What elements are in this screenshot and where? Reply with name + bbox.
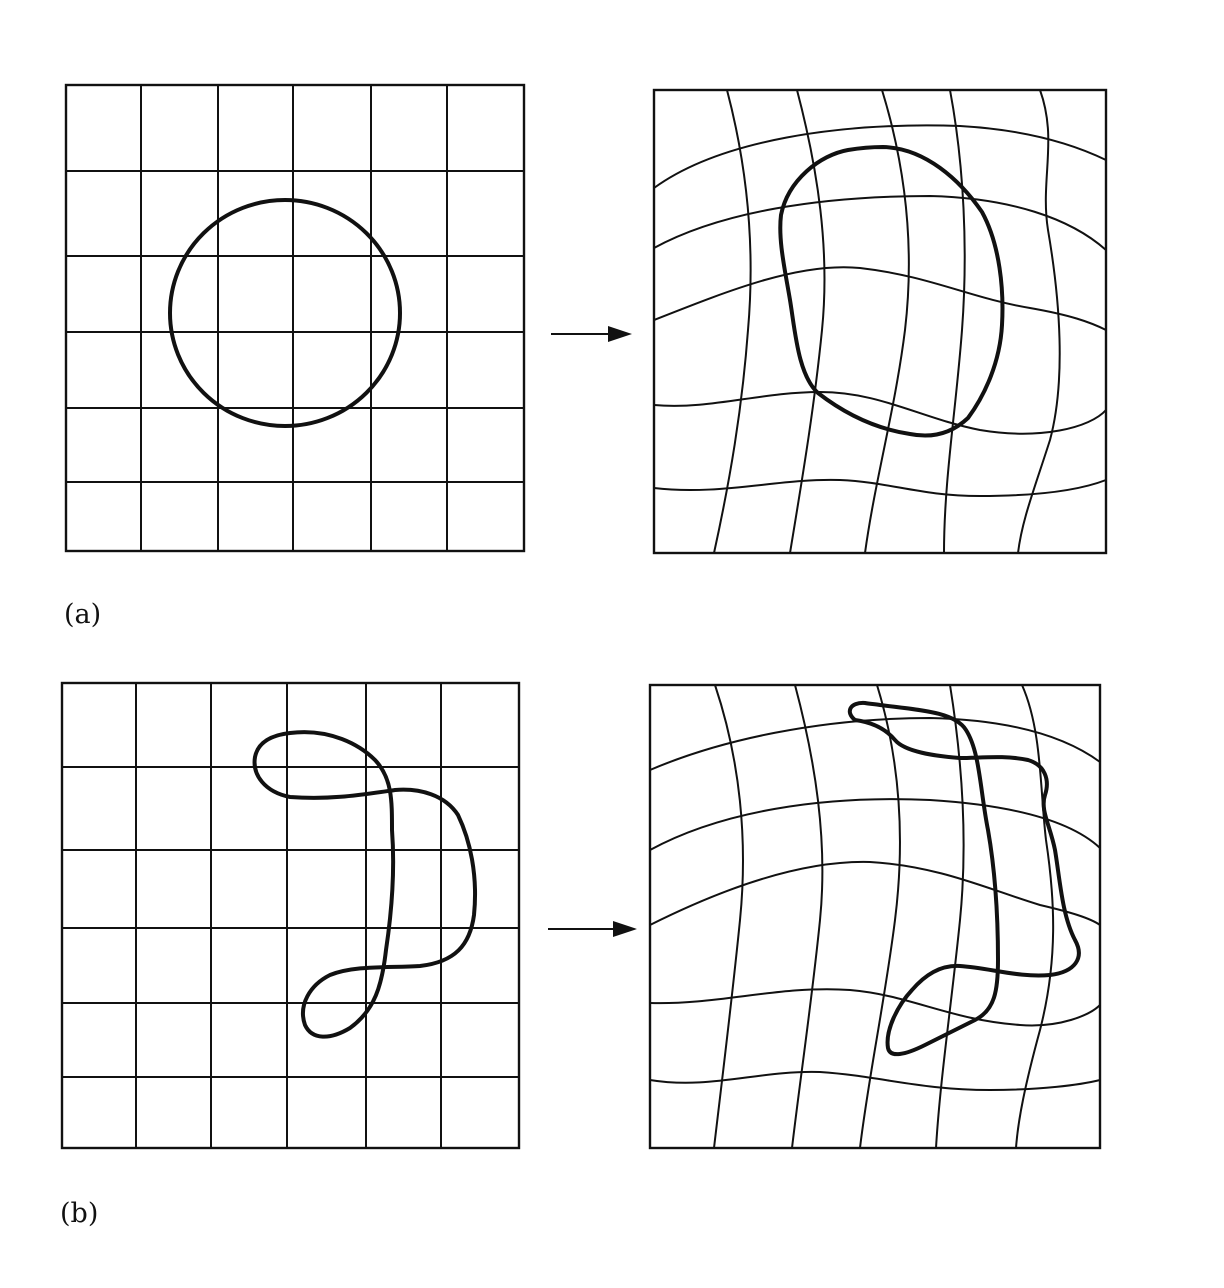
panel-b-original-grid [60, 681, 521, 1150]
panel-a-label: (a) [64, 599, 101, 630]
panel-b-arrow [548, 921, 637, 937]
panel-b-s-loop [252, 730, 478, 1039]
panel-a-arrow [551, 326, 632, 342]
panel-b-label: (b) [60, 1198, 98, 1229]
panel-b: (b) [60, 681, 1102, 1229]
panel-a: (a) [64, 83, 1108, 630]
panel-a-original-grid [64, 83, 526, 553]
panel-a-circle [168, 198, 402, 428]
panel-a-deformed-grid [652, 88, 1108, 555]
panel-b-deformed-grid [648, 683, 1102, 1150]
panel-a-deformed-circle [778, 145, 1005, 438]
panel-b-deformed-s-loop [847, 700, 1081, 1057]
